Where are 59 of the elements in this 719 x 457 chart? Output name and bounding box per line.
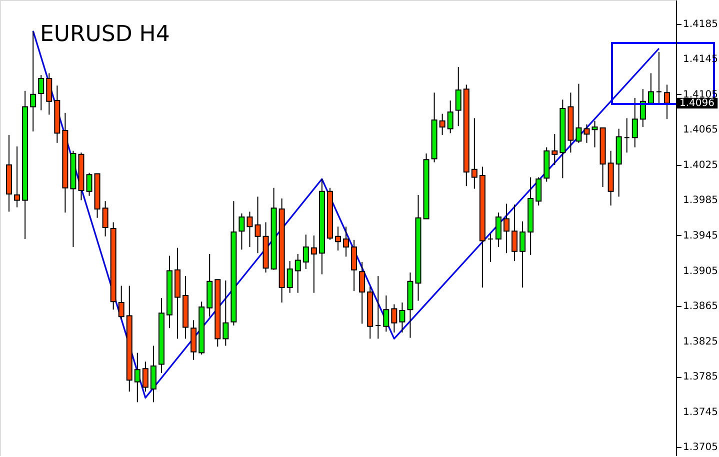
candlestick [656, 52, 662, 105]
y-tick-label: 1.3905 [683, 266, 718, 277]
candlestick [664, 84, 670, 120]
text: EURUSD H4 [40, 22, 170, 47]
y-tick-label: 1.3785 [683, 372, 718, 383]
candlestick [30, 31, 36, 132]
y-tick-label: 1.4065 [683, 124, 718, 136]
candlestick [142, 361, 148, 392]
text: 1.4096 [680, 98, 714, 110]
candlestick [222, 280, 229, 346]
candlestick [504, 203, 510, 254]
candlestick [391, 304, 398, 334]
candlestick [134, 352, 140, 403]
candlestick [190, 320, 197, 360]
candlestick [294, 254, 301, 294]
candlestick [310, 234, 317, 294]
candlestick [302, 234, 309, 270]
candlestick [520, 220, 526, 288]
y-tick-label: 1.4025 [683, 160, 718, 171]
candlestick [536, 176, 542, 206]
candlestick [399, 302, 406, 334]
candlestick [495, 212, 502, 248]
candlestick [238, 212, 245, 250]
candlestick [46, 72, 52, 116]
candlestick [592, 120, 598, 148]
y-tick-label: 1.4185 [683, 18, 718, 30]
candlestick [118, 285, 124, 320]
candlestick [383, 294, 390, 332]
candlestick [447, 100, 454, 134]
y-tick-label: 1.3705 [683, 442, 718, 454]
y-tick-label: 1.3745 [683, 406, 718, 418]
candlestick [576, 83, 582, 144]
candlestick [343, 226, 350, 258]
candlestick [351, 239, 358, 292]
candlestick [375, 276, 382, 340]
candlestick [246, 211, 253, 248]
y-tick-label: 1.3865 [683, 301, 718, 312]
candlestick [487, 233, 494, 262]
candlestick [471, 118, 478, 190]
y-tick-label: 1.3825 [683, 336, 718, 348]
y-tick-label: 1.3985 [683, 195, 718, 206]
candlestick [38, 74, 44, 111]
candlestick [254, 196, 261, 254]
candlestick [632, 97, 638, 148]
candlestick [512, 204, 518, 262]
candlestick [335, 226, 341, 251]
y-tick-label: 1.3945 [683, 230, 718, 242]
candlestick [648, 72, 654, 104]
candlestick [14, 146, 20, 208]
candlestick [624, 118, 630, 154]
candlestick [455, 66, 462, 127]
candlestick [359, 261, 366, 324]
candlestick [439, 113, 446, 136]
candlestick [286, 260, 293, 294]
candlestick [86, 172, 92, 196]
candlestick [552, 134, 558, 166]
candlestick [584, 124, 590, 144]
candlestick [150, 345, 156, 403]
candlestick [102, 200, 108, 237]
